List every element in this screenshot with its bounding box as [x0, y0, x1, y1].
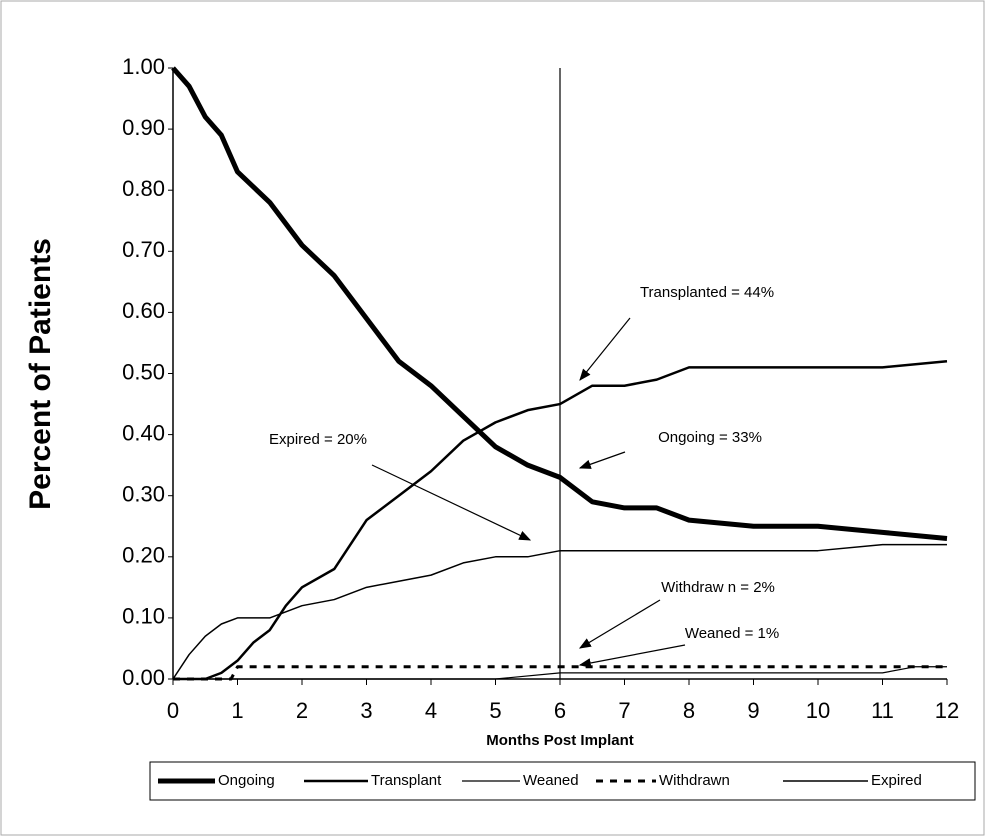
x-tick-label: 8: [683, 698, 695, 723]
legend-label: Ongoing: [218, 772, 275, 789]
annotation-arrow: [578, 644, 686, 668]
legend-box: [149, 761, 976, 801]
x-tick-label: 10: [806, 698, 830, 723]
series-line: [171, 66, 948, 541]
annotation-arrow: [578, 451, 626, 469]
x-axis-label: Months Post Implant: [486, 732, 634, 749]
annotation: Expired = 20%: [269, 431, 367, 448]
x-tick-label: 9: [747, 698, 759, 723]
series-line: [173, 360, 948, 681]
annotation-arrow: [371, 464, 532, 541]
annotation: Weaned = 1%: [685, 625, 779, 642]
y-tick-label: 0.20: [122, 543, 165, 568]
annotation: Ongoing = 33%: [658, 429, 762, 446]
annotation: Withdraw n = 2%: [661, 579, 775, 596]
legend-label: Weaned: [523, 772, 579, 789]
y-tick-label: 0.10: [122, 604, 165, 629]
annotation-arrow: [578, 599, 661, 649]
x-tick-label: 5: [489, 698, 501, 723]
x-tick-label: 4: [425, 698, 437, 723]
y-tick-label: 0.80: [122, 176, 165, 201]
y-tick-label: 0.60: [122, 298, 165, 323]
x-tick-label: 2: [296, 698, 308, 723]
y-axis-label: Percent of Patients: [24, 238, 57, 510]
annotation-arrow: [579, 317, 631, 381]
x-tick-label: 7: [618, 698, 630, 723]
legend-label: Withdrawn: [659, 772, 730, 789]
x-tick-label: 11: [871, 698, 894, 723]
y-tick-label: 0.50: [122, 359, 165, 384]
x-tick-label: 3: [360, 698, 372, 723]
series-line: [173, 665, 947, 681]
y-tick-label: 0.90: [122, 115, 165, 140]
y-tick-label: 0.70: [122, 237, 165, 262]
x-tick-label: 12: [935, 698, 959, 723]
x-tick-label: 1: [231, 698, 243, 723]
legend-label: Expired: [871, 772, 922, 789]
series-line: [173, 666, 947, 680]
series-line: [172, 543, 947, 680]
y-tick-label: 0.00: [122, 665, 165, 690]
y-tick-label: 0.30: [122, 482, 165, 507]
x-tick-label: 0: [167, 698, 179, 723]
y-tick-label: 0.40: [122, 420, 165, 445]
x-tick-label: 6: [554, 698, 566, 723]
y-tick-label: 1.00: [122, 54, 165, 79]
legend-label: Transplant: [371, 772, 442, 789]
annotation: Transplanted = 44%: [640, 284, 774, 301]
